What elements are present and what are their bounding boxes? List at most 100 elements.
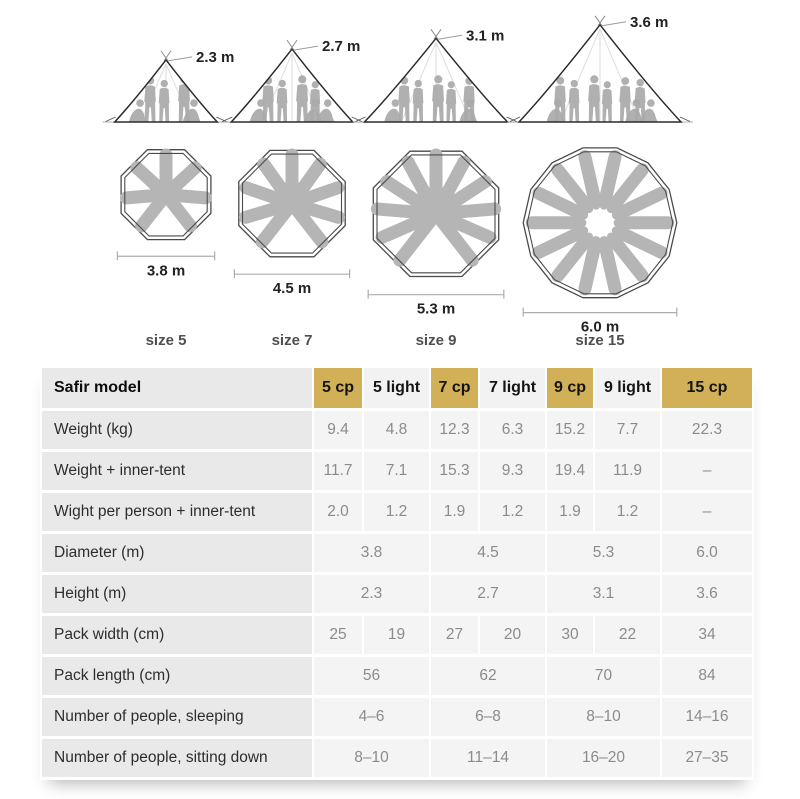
sleeping-person-icon bbox=[370, 202, 434, 220]
value-cell: 16–20 bbox=[547, 739, 660, 777]
model-header-cell: 9 light bbox=[595, 368, 660, 408]
tent-elevation-size-15: 3.6 m bbox=[507, 14, 693, 123]
height-leader-line bbox=[437, 34, 463, 40]
value-cell: 4.5 bbox=[431, 534, 545, 572]
table-row: Wight per person + inner-tent 2.0 1.2 1.9 1.… bbox=[42, 493, 752, 531]
sleeping-person-icon bbox=[615, 226, 668, 259]
tent-height-label: 3.6 m bbox=[630, 14, 668, 31]
sleeping-person-icon bbox=[255, 204, 293, 249]
sleeping-person-icon bbox=[375, 210, 435, 244]
tent-elevation-size-7: 2.7 m bbox=[219, 38, 365, 123]
spec-table-header: Safir model 5 cp 5 light 7 cp 7 light 9 cp 9 l… bbox=[42, 368, 752, 408]
model-header-cell: 15 cp bbox=[662, 368, 752, 408]
sleeping-person-icon bbox=[165, 195, 197, 233]
spec-table-body: Weight (kg) 9.4 4.8 12.3 6.3 15.2 7.7 22.3 Weigh… bbox=[42, 411, 752, 777]
tent-outline bbox=[112, 58, 220, 123]
sleeping-person-head-icon bbox=[591, 200, 601, 210]
value-cell: 1.9 bbox=[547, 493, 593, 531]
sleeping-person-icon bbox=[433, 155, 471, 213]
sleeping-person-icon bbox=[135, 195, 167, 233]
row-label-cell: Number of people, sitting down bbox=[42, 739, 312, 777]
sleeping-person-head-icon bbox=[433, 211, 443, 221]
floor-plan-size-5: 3.8 m size 5 bbox=[116, 148, 216, 349]
value-cell: 6.3 bbox=[480, 411, 545, 449]
sleeping-person-icon bbox=[532, 186, 585, 219]
row-label-cell: Pack length (cm) bbox=[42, 657, 312, 695]
value-cell: 8–10 bbox=[547, 698, 660, 736]
plan-inner-wall bbox=[124, 152, 208, 237]
floor-plan-size-9: 5.3 m size 9 bbox=[367, 148, 505, 349]
value-cell: 30 bbox=[547, 616, 593, 654]
model-header-cell: 7 cp bbox=[431, 368, 478, 408]
sleeping-person-head-icon bbox=[613, 218, 623, 228]
sleeping-person-icon bbox=[578, 150, 602, 206]
value-cell: 19.4 bbox=[547, 452, 593, 490]
sleeping-person-icon bbox=[130, 161, 166, 196]
model-header-cell: 5 light bbox=[364, 368, 429, 408]
tent-elevation-size-9: 3.1 m bbox=[352, 27, 520, 123]
value-cell: 1.2 bbox=[595, 493, 660, 531]
value-cell: 84 bbox=[662, 657, 752, 695]
sleeping-person-icon bbox=[437, 210, 497, 244]
value-cell: 3.8 bbox=[314, 534, 429, 572]
row-label-cell: Weight (kg) bbox=[42, 411, 312, 449]
sleeping-person-head-icon bbox=[584, 232, 594, 242]
plan-inner-wall bbox=[376, 154, 496, 274]
row-label-cell: Number of people, sleeping bbox=[42, 698, 312, 736]
value-cell: 70 bbox=[547, 657, 660, 695]
value-cell: 1.9 bbox=[431, 493, 478, 531]
sleeping-person-icon bbox=[598, 150, 622, 206]
value-cell: 4.8 bbox=[364, 411, 429, 449]
floor-plan-size-7: 4.5 m size 7 bbox=[233, 148, 351, 349]
table-row: Height (m) 2.3 2.7 3.1 3.6 bbox=[42, 575, 752, 613]
tent-interior bbox=[546, 28, 658, 122]
sleeping-person-head-icon bbox=[163, 192, 173, 202]
sleeping-person-head-icon bbox=[591, 235, 601, 245]
value-cell: 20 bbox=[480, 616, 545, 654]
value-cell: 27 bbox=[431, 616, 478, 654]
value-cell: 15.2 bbox=[547, 411, 593, 449]
value-cell: 2.7 bbox=[431, 575, 545, 613]
tent-outline bbox=[517, 23, 683, 123]
sleeping-person-icon bbox=[438, 202, 502, 220]
height-leader-line bbox=[601, 21, 627, 27]
value-cell: 19 bbox=[364, 616, 429, 654]
value-cell: 9.3 bbox=[480, 452, 545, 490]
plan-inner-wall bbox=[526, 151, 674, 295]
spec-table: Safir model 5 cp 5 light 7 cp 7 light 9 cp 9 l… bbox=[40, 365, 754, 780]
plan-diameter-label: 3.8 m bbox=[147, 262, 185, 279]
sleeping-person-icon bbox=[551, 235, 592, 283]
sleeping-person-icon bbox=[598, 239, 622, 296]
sleeping-person-head-icon bbox=[611, 210, 621, 220]
size-label: size 15 bbox=[575, 332, 624, 349]
sleeping-person-head-icon bbox=[606, 204, 616, 214]
row-label-cell: Weight + inner-tent bbox=[42, 452, 312, 490]
sleeping-person-head-icon bbox=[579, 226, 589, 236]
sleeping-person-icon bbox=[578, 239, 602, 296]
row-label-cell: Diameter (m) bbox=[42, 534, 312, 572]
value-cell: 2.3 bbox=[314, 575, 429, 613]
sleeping-person-head-icon bbox=[599, 200, 609, 210]
value-cell: 34 bbox=[662, 616, 752, 654]
value-cell: 3.6 bbox=[662, 575, 752, 613]
height-leader-line bbox=[293, 45, 319, 51]
value-cell: – bbox=[662, 452, 752, 490]
sleeping-person-icon bbox=[437, 175, 492, 216]
table-row: Number of people, sleeping 4–6 6–8 8–10 14–1… bbox=[42, 698, 752, 736]
value-cell: 11.9 bbox=[595, 452, 660, 490]
sleeping-person-head-icon bbox=[579, 210, 589, 220]
row-label-cell: Wight per person + inner-tent bbox=[42, 493, 312, 531]
table-row: Pack length (cm) 56 62 70 84 bbox=[42, 657, 752, 695]
value-cell: 4–6 bbox=[314, 698, 429, 736]
tent-height-label: 3.1 m bbox=[466, 27, 504, 44]
value-cell: 7.7 bbox=[595, 411, 660, 449]
row-label-cell: Height (m) bbox=[42, 575, 312, 613]
tent-height-label: 2.7 m bbox=[322, 38, 360, 55]
value-cell: 8–10 bbox=[314, 739, 429, 777]
table-title-cell: Safir model bbox=[42, 368, 312, 408]
model-header-cell: 7 light bbox=[480, 368, 545, 408]
plan-diameter-label: 4.5 m bbox=[273, 280, 311, 297]
value-cell: 9.4 bbox=[314, 411, 362, 449]
sleeping-person-head-icon bbox=[577, 218, 587, 228]
